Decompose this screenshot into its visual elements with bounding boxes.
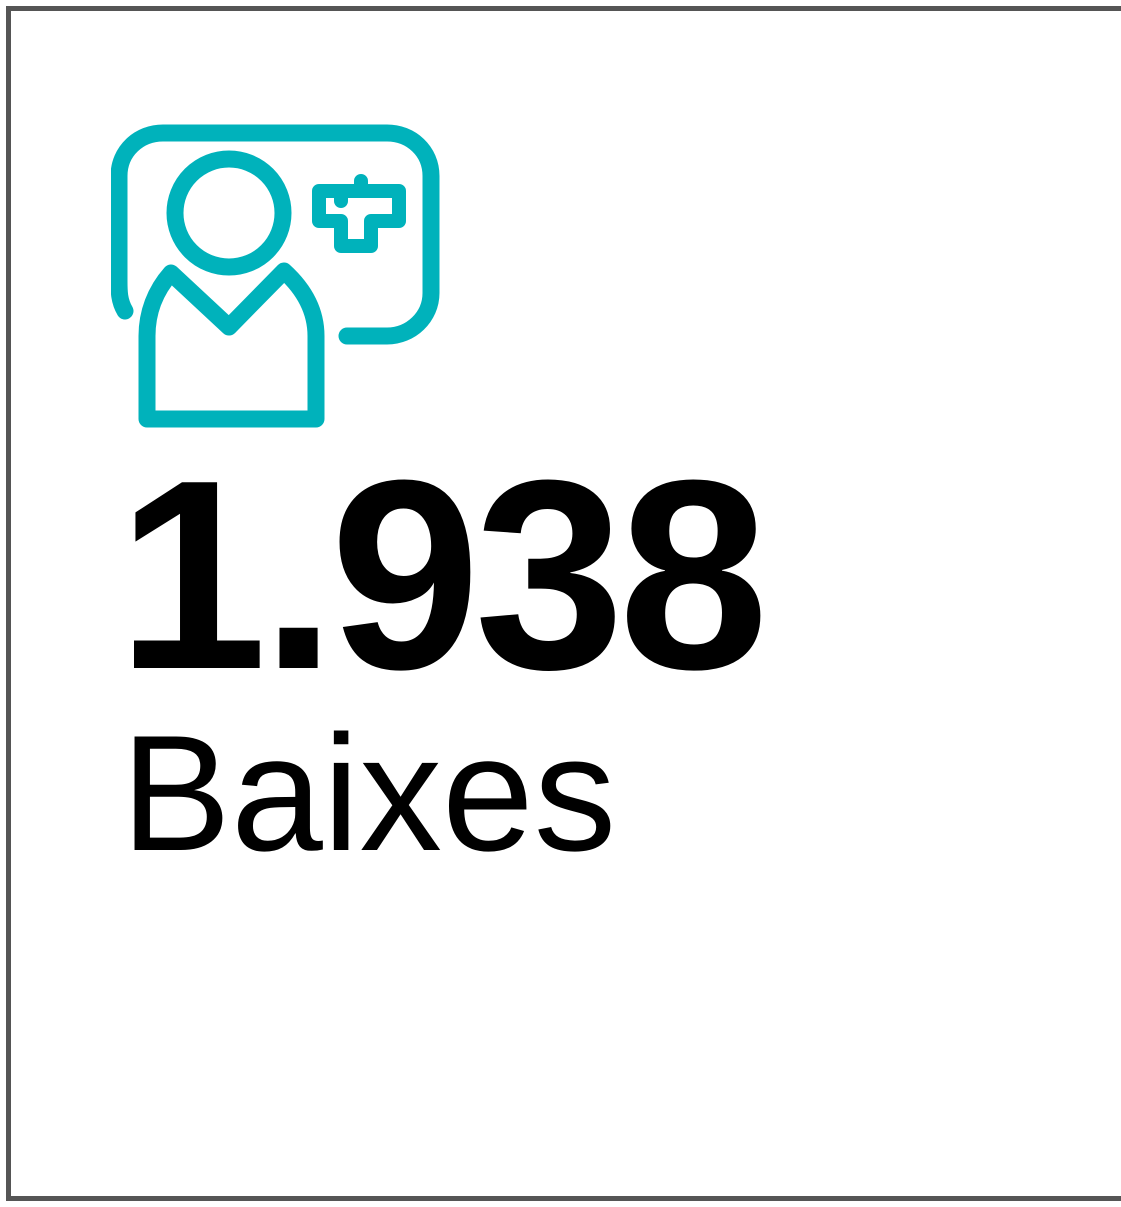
- stat-card: 1.938 Baixes: [6, 6, 1121, 1201]
- stat-value: 1.938: [117, 425, 769, 726]
- doctor-icon: [111, 124, 440, 428]
- stat-label: Baixes: [121, 701, 617, 885]
